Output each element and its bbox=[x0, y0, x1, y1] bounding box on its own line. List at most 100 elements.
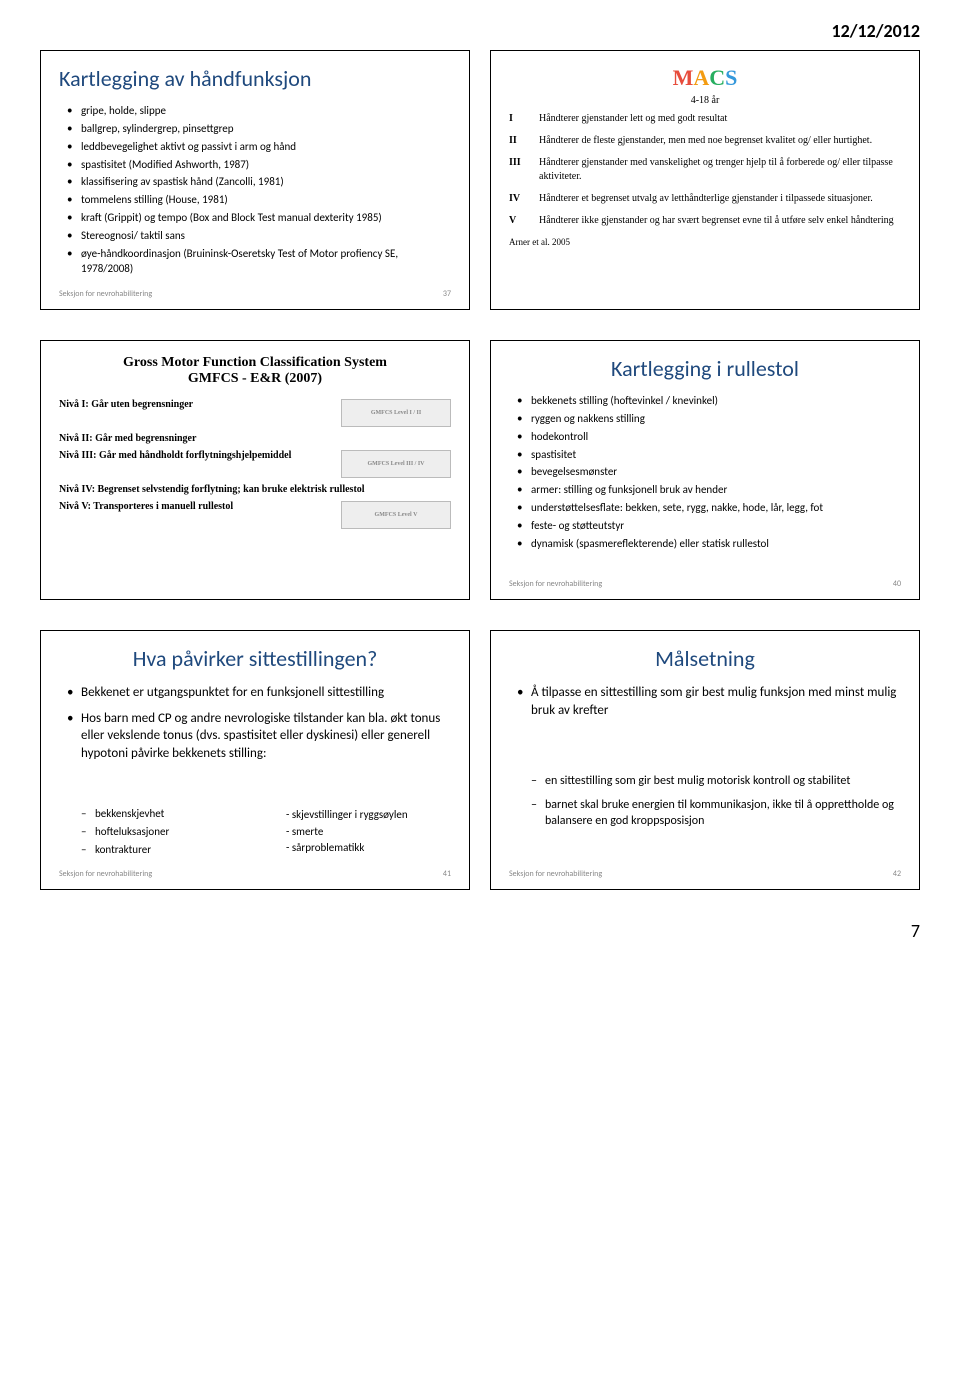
gmfcs-label: Nivå II: Går med begrensninger bbox=[59, 433, 451, 444]
roman: I bbox=[509, 112, 539, 126]
macs-text: Håndterer gjenstander lett og med godt r… bbox=[539, 112, 727, 126]
bullet: klassifisering av spastisk hånd (Zancoll… bbox=[67, 175, 451, 190]
slide4-footer: Seksjon for nevrohabilitering 40 bbox=[509, 571, 901, 589]
slide-row-1: Kartlegging av håndfunksjon gripe, holde… bbox=[40, 50, 920, 310]
macs-letter-s: S bbox=[725, 65, 737, 90]
slide-hand-function: Kartlegging av håndfunksjon gripe, holde… bbox=[40, 50, 470, 310]
slide5-footer: Seksjon for nevrohabilitering 41 bbox=[59, 861, 451, 879]
macs-ref: Arner et al. 2005 bbox=[509, 236, 901, 249]
gmfcs-illustration: GMFCS Level III / IV bbox=[341, 450, 451, 478]
sub-bullet: kontrakturer bbox=[81, 843, 246, 858]
slide4-bullets: bekkenets stilling (hoftevinkel / knevin… bbox=[509, 394, 901, 571]
macs-text: Håndterer de fleste gjenstander, men med… bbox=[539, 134, 872, 148]
macs-item: IHåndterer gjenstander lett og med godt … bbox=[509, 112, 901, 126]
slide-sitting-position: Hva påvirker sittestillingen? Bekkenet e… bbox=[40, 630, 470, 890]
bullet: øye-håndkoordinasjon (Bruininsk-Oseretsk… bbox=[67, 247, 451, 277]
macs-item: IIIHåndterer gjenstander med vanskelighe… bbox=[509, 156, 901, 184]
sub-bullet: hofteluksasjoner bbox=[81, 825, 246, 840]
bullet: Å tilpasse en sittestilling som gir best… bbox=[517, 684, 901, 719]
bullet: spastisitet bbox=[517, 448, 901, 463]
slide1-bullets: gripe, holde, slippe ballgrep, sylinderg… bbox=[59, 104, 451, 281]
slide-number: 40 bbox=[893, 579, 901, 589]
gmfcs-level-1: Nivå I: Går uten begrensninger GMFCS Lev… bbox=[59, 399, 451, 427]
macs-letter-a: A bbox=[693, 65, 709, 90]
gmfcs-label: Nivå IV: Begrenset selvstendig forflytni… bbox=[59, 484, 451, 495]
bullet: dynamisk (spasmereflekterende) eller sta… bbox=[517, 537, 901, 552]
page-number: 7 bbox=[40, 920, 920, 942]
slide-number: 41 bbox=[443, 869, 451, 879]
sub-bullet: barnet skal bruke energien til kommunika… bbox=[531, 797, 901, 829]
macs-text: Håndterer ikke gjenstander og har svært … bbox=[539, 214, 894, 228]
slide5-subcols: bekkenskjevhet hofteluksasjoner kontrakt… bbox=[59, 807, 451, 861]
gmfcs-level-3: Nivå III: Går med håndholdt forflytnings… bbox=[59, 450, 451, 478]
sub-text: - smerte bbox=[286, 824, 451, 841]
slide-macs: MACS 4-18 år IHåndterer gjenstander lett… bbox=[490, 50, 920, 310]
roman: III bbox=[509, 156, 539, 184]
slide4-title: Kartlegging i rullestol bbox=[509, 355, 901, 382]
gmfcs-level-4: Nivå IV: Begrenset selvstendig forflytni… bbox=[59, 484, 451, 495]
slide6-bullets: Å tilpasse en sittestilling som gir best… bbox=[509, 684, 901, 773]
footer-text: Seksjon for nevrohabilitering bbox=[509, 579, 602, 589]
slide-row-3: Hva påvirker sittestillingen? Bekkenet e… bbox=[40, 630, 920, 890]
macs-text: Håndterer gjenstander med vanskelighet o… bbox=[539, 156, 901, 184]
gmfcs-level-2: Nivå II: Går med begrensninger bbox=[59, 433, 451, 444]
gmfcs-label: Nivå V: Transporteres i manuell rullesto… bbox=[59, 501, 341, 529]
bullet: Bekkenet er utgangspunktet for en funksj… bbox=[67, 684, 451, 702]
roman: V bbox=[509, 214, 539, 228]
slide5-bullets: Bekkenet er utgangspunktet for en funksj… bbox=[59, 684, 451, 807]
slide5-title: Hva påvirker sittestillingen? bbox=[59, 645, 451, 672]
gmfcs-title1: Gross Motor Function Classification Syst… bbox=[59, 355, 451, 371]
header-date: 12/12/2012 bbox=[40, 20, 920, 50]
bullet: gripe, holde, slippe bbox=[67, 104, 451, 119]
page: 12/12/2012 Kartlegging av håndfunksjon g… bbox=[0, 0, 960, 982]
macs-list: IHåndterer gjenstander lett og med godt … bbox=[509, 112, 901, 249]
gmfcs-illustration: GMFCS Level V bbox=[341, 501, 451, 529]
sub-bullet: en sittestilling som gir best mulig moto… bbox=[531, 773, 901, 789]
bullet: Stereognosi/ taktil sans bbox=[67, 229, 451, 244]
gmfcs-label: Nivå I: Går uten begrensninger bbox=[59, 399, 341, 427]
slide-row-2: Gross Motor Function Classification Syst… bbox=[40, 340, 920, 600]
roman: IV bbox=[509, 192, 539, 206]
bullet: understøttelsesflate: bekken, sete, rygg… bbox=[517, 501, 901, 516]
slide-goal: Målsetning Å tilpasse en sittestilling s… bbox=[490, 630, 920, 890]
slide6-sub: en sittestilling som gir best mulig moto… bbox=[509, 773, 901, 862]
macs-letter-c: C bbox=[709, 65, 725, 90]
slide6-title: Målsetning bbox=[509, 645, 901, 672]
bullet: hodekontroll bbox=[517, 430, 901, 445]
slide-gmfcs: Gross Motor Function Classification Syst… bbox=[40, 340, 470, 600]
bullet: ryggen og nakkens stilling bbox=[517, 412, 901, 427]
macs-logo: MACS bbox=[509, 65, 901, 91]
slide5-sub-left: bekkenskjevhet hofteluksasjoner kontrakt… bbox=[59, 807, 246, 861]
slide-wheelchair: Kartlegging i rullestol bekkenets stilli… bbox=[490, 340, 920, 600]
slide-number: 37 bbox=[443, 289, 451, 299]
sub-text: - skjevstillinger i ryggsøylen bbox=[286, 807, 451, 824]
roman: II bbox=[509, 134, 539, 148]
gmfcs-title: Gross Motor Function Classification Syst… bbox=[59, 355, 451, 387]
gmfcs-level-5: Nivå V: Transporteres i manuell rullesto… bbox=[59, 501, 451, 529]
slide-number: 42 bbox=[893, 869, 901, 879]
slide1-title: Kartlegging av håndfunksjon bbox=[59, 65, 451, 92]
slide6-footer: Seksjon for nevrohabilitering 42 bbox=[509, 861, 901, 879]
slide5-sub-right: - skjevstillinger i ryggsøylen - smerte … bbox=[276, 807, 451, 861]
gmfcs-illustration: GMFCS Level I / II bbox=[341, 399, 451, 427]
slide1-footer: Seksjon for nevrohabilitering 37 bbox=[59, 281, 451, 299]
macs-item: IIHåndterer de fleste gjenstander, men m… bbox=[509, 134, 901, 148]
gmfcs-title2: GMFCS - E&R (2007) bbox=[59, 371, 451, 387]
macs-item: VHåndterer ikke gjenstander og har svært… bbox=[509, 214, 901, 228]
gmfcs-label: Nivå III: Går med håndholdt forflytnings… bbox=[59, 450, 341, 478]
bullet: armer: stilling og funksjonell bruk av h… bbox=[517, 483, 901, 498]
sub-bullet: bekkenskjevhet bbox=[81, 807, 246, 822]
bullet: bekkenets stilling (hoftevinkel / knevin… bbox=[517, 394, 901, 409]
bullet: spastisitet (Modified Ashworth, 1987) bbox=[67, 158, 451, 173]
bullet: leddbevegelighet aktivt og passivt i arm… bbox=[67, 140, 451, 155]
macs-item: IVHåndterer et begrenset utvalg av letth… bbox=[509, 192, 901, 206]
footer-text: Seksjon for nevrohabilitering bbox=[59, 869, 152, 879]
sub-text: - sårproblematikk bbox=[286, 840, 451, 857]
footer-text: Seksjon for nevrohabilitering bbox=[509, 869, 602, 879]
bullet: Hos barn med CP og andre nevrologiske ti… bbox=[67, 710, 451, 763]
macs-letter-m: M bbox=[673, 65, 694, 90]
bullet: bevegelsesmønster bbox=[517, 465, 901, 480]
bullet: feste- og støtteutstyr bbox=[517, 519, 901, 534]
bullet: tommelens stilling (House, 1981) bbox=[67, 193, 451, 208]
macs-text: Håndterer et begrenset utvalg av letthån… bbox=[539, 192, 873, 206]
